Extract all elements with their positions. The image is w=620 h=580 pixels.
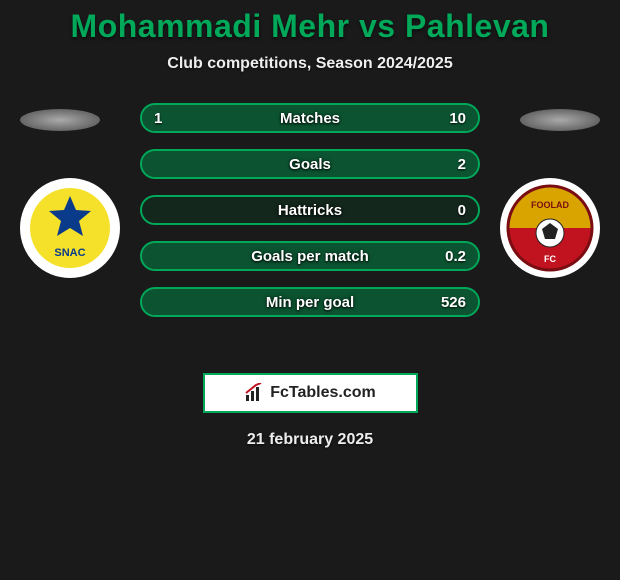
stat-bar: Goals per match 0.2	[140, 241, 480, 271]
stat-bars: 1 Matches 10 Goals 2 Hattricks 0 Goals per matc…	[140, 103, 480, 333]
stat-right-value: 0.2	[445, 248, 466, 265]
halo-left	[20, 109, 100, 131]
stat-bar: 1 Matches 10	[140, 103, 480, 133]
stat-label: Min per goal	[266, 294, 354, 311]
svg-text:FC: FC	[544, 254, 556, 264]
subtitle: Club competitions, Season 2024/2025	[0, 55, 620, 73]
stat-bar: Min per goal 526	[140, 287, 480, 317]
foolad-logo-icon: FOOLAD FC	[500, 178, 600, 278]
brand-label: FcTables.com	[270, 384, 376, 402]
stat-right-value: 10	[449, 110, 466, 127]
stat-left-value: 1	[154, 110, 162, 127]
stat-right-value: 526	[441, 294, 466, 311]
svg-text:SNAC: SNAC	[54, 247, 85, 259]
stat-bar: Goals 2	[140, 149, 480, 179]
team-badge-right: FOOLAD FC	[500, 178, 600, 278]
chart-icon	[244, 383, 264, 403]
brand-box: FcTables.com	[203, 373, 418, 413]
page-title: Mohammadi Mehr vs Pahlevan	[0, 8, 620, 45]
stat-label: Goals	[289, 156, 331, 173]
team-badge-left: SNAC	[20, 178, 120, 278]
stat-label: Hattricks	[278, 202, 342, 219]
stat-bar: Hattricks 0	[140, 195, 480, 225]
halo-right	[520, 109, 600, 131]
snac-logo-icon: SNAC	[20, 178, 120, 278]
stat-label: Matches	[280, 110, 340, 127]
stat-right-value: 0	[458, 202, 466, 219]
stat-label: Goals per match	[251, 248, 369, 265]
comparison-area: SNAC FOOLAD FC 1 Matches 10 Goals 2 Hattricks…	[0, 103, 620, 353]
date-label: 21 february 2025	[0, 431, 620, 449]
svg-text:FOOLAD: FOOLAD	[531, 200, 569, 210]
h2h-infographic: Mohammadi Mehr vs Pahlevan Club competit…	[0, 0, 620, 449]
stat-right-value: 2	[458, 156, 466, 173]
